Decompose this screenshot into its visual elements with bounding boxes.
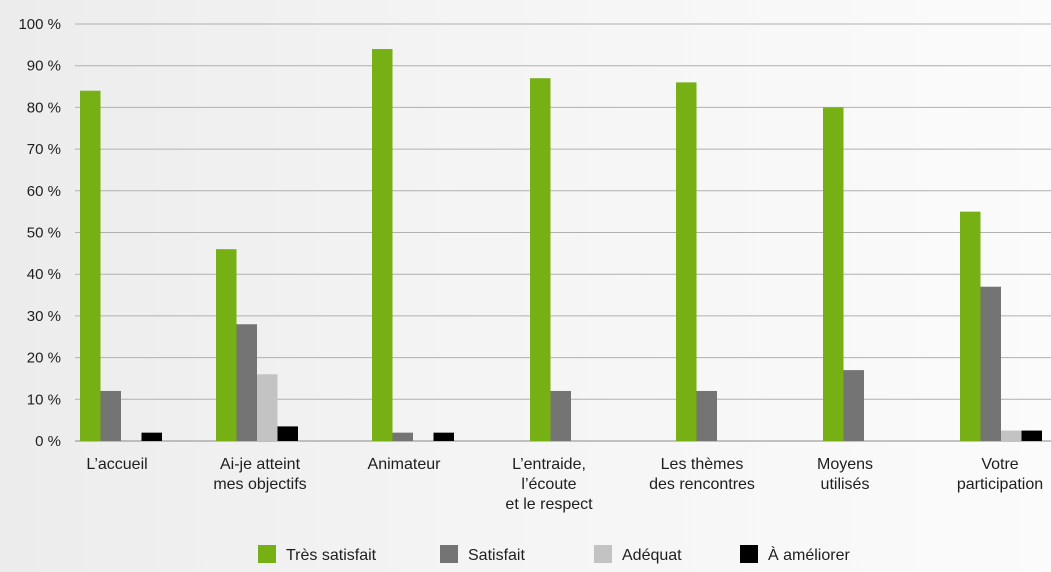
y-tick-label: 0 % [35, 433, 61, 450]
y-tick-label: 10 % [27, 391, 61, 408]
bar [80, 90, 101, 441]
bar [550, 390, 571, 441]
bar [100, 390, 121, 441]
y-tick-label: 50 % [27, 225, 61, 242]
bar [277, 426, 298, 441]
x-category-label: L’accueil [86, 456, 147, 473]
bar [960, 211, 981, 441]
y-tick-label: 20 % [27, 350, 61, 367]
bar [257, 374, 278, 441]
legend-label: Adéquat [622, 547, 682, 564]
bar [980, 286, 1001, 441]
bar [530, 78, 551, 442]
x-category-label: Votre [981, 456, 1018, 473]
bar [676, 82, 697, 441]
bar [216, 249, 237, 441]
x-category-label: utilisés [821, 476, 870, 493]
x-category-label: Les thèmes [661, 456, 744, 473]
bar [1021, 430, 1042, 441]
bar [1001, 430, 1022, 441]
bar [392, 432, 413, 441]
bar [372, 49, 393, 442]
x-category-label: des rencontres [649, 476, 755, 493]
bar [433, 432, 454, 441]
x-category-label: et le respect [505, 496, 593, 513]
bar [141, 432, 162, 441]
y-tick-label: 80 % [27, 99, 61, 116]
y-tick-label: 30 % [27, 308, 61, 325]
legend-swatch [594, 545, 612, 563]
y-axis-tick-labels: 0 % 10 % 20 % 30 % 40 % 50 % 60 % 70 % 80 % 90 % 1… [18, 16, 61, 450]
legend-label: Très satisfait [286, 547, 377, 564]
legend-label: Satisfait [468, 547, 525, 564]
bar [843, 370, 864, 441]
x-category-label: mes objectifs [213, 476, 306, 493]
x-category-label: Moyens [817, 456, 873, 473]
legend-swatch [258, 545, 276, 563]
bar [823, 107, 844, 442]
y-tick-label: 60 % [27, 183, 61, 200]
bar [696, 390, 717, 441]
legend-swatch [740, 545, 758, 563]
legend: Très satisfait Satisfait Adéquat À améliore… [258, 545, 850, 564]
y-tick-label: 70 % [27, 141, 61, 158]
x-category-label: Animateur [368, 456, 442, 473]
x-category-label: L’entraide, [512, 456, 586, 473]
x-category-label: Ai-je atteint [220, 456, 301, 473]
y-tick-label: 90 % [27, 58, 61, 75]
x-axis-category-labels: L’accueil Ai-je atteint mes objectifs Anima… [86, 456, 1043, 513]
y-tick-label: 40 % [27, 266, 61, 283]
legend-label: À améliorer [768, 545, 850, 564]
x-category-label: l’écoute [521, 476, 576, 493]
legend-swatch [440, 545, 458, 563]
bars [80, 49, 1042, 442]
y-tick-label: 100 % [18, 16, 61, 33]
bar [236, 324, 257, 441]
x-category-label: participation [957, 476, 1043, 493]
